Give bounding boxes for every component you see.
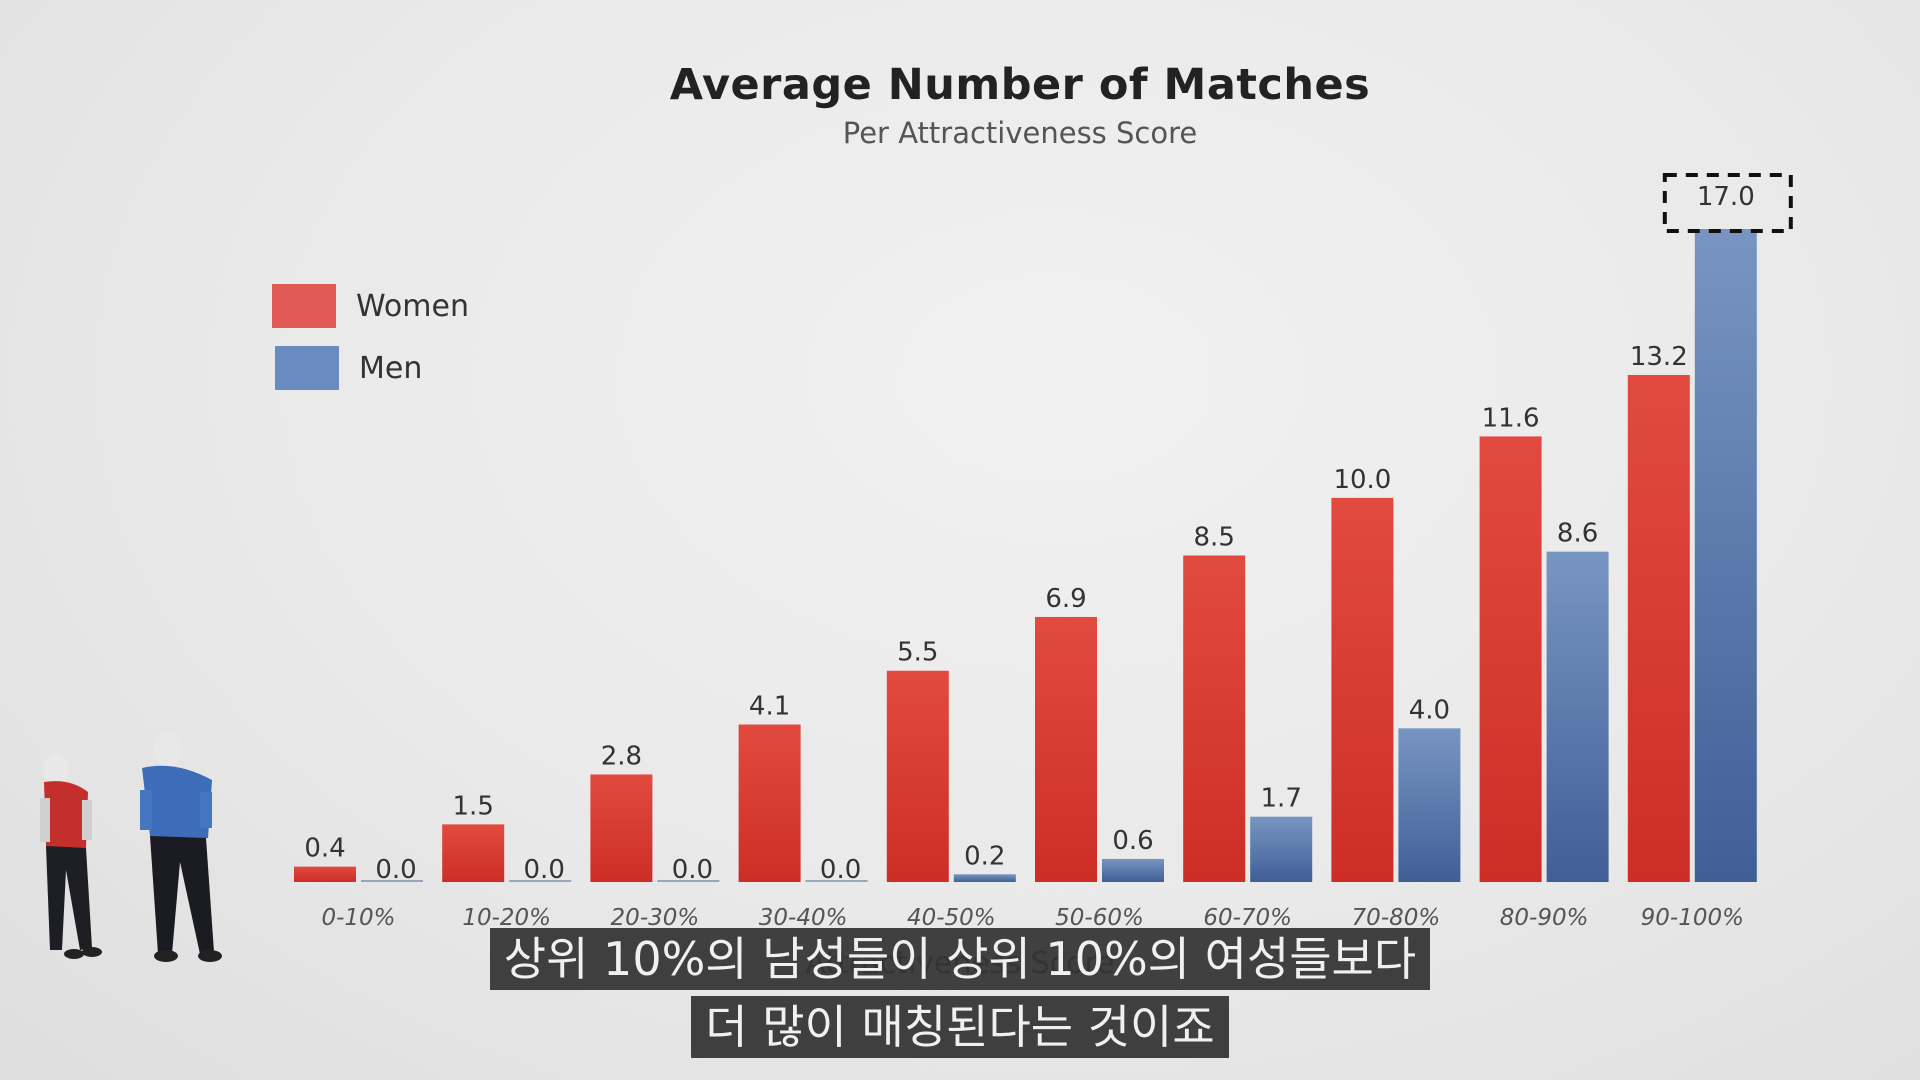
bar-men-0-10%: [361, 880, 423, 882]
value-label-men-20-30%: 0.0: [672, 855, 713, 885]
bar-men-20-30%: [657, 880, 720, 882]
bar-men-50-60%: [1102, 858, 1164, 882]
bar-men-60-70%: [1250, 816, 1313, 882]
bar-women-40-50%: [886, 670, 949, 882]
value-label-women-30-40%: 4.1: [749, 692, 790, 722]
legend-item-women: Women: [272, 284, 469, 328]
value-label-men-30-40%: 0.0: [820, 855, 861, 885]
highlight-box: [1662, 173, 1793, 233]
legend-label-women: Women: [356, 288, 469, 324]
x-tick-label-70-80%: 70-80%: [1352, 905, 1441, 931]
value-label-women-40-50%: 5.5: [897, 638, 938, 668]
bar-women-30-40%: [738, 724, 801, 882]
value-label-men-0-10%: 0.0: [375, 855, 416, 885]
value-label-women-60-70%: 8.5: [1194, 523, 1235, 553]
value-label-women-50-60%: 6.9: [1045, 584, 1086, 614]
woman-figure-icon: [40, 753, 102, 959]
bar-men-90-100%: [1694, 229, 1757, 882]
x-tick-label-60-70%: 60-70%: [1203, 905, 1292, 931]
value-labels-group: 0.4 0.0 1.5 0.0 2.8 0.0 4.1 0.0 5.5 0.2 6.9 0.6 8.5 1…: [304, 173, 1793, 885]
chart-subtitle: Per Attractiveness Score: [842, 116, 1198, 150]
x-tick-label-50-60%: 50-60%: [1055, 905, 1144, 931]
value-label-men-60-70%: 1.7: [1261, 784, 1302, 814]
value-label-women-10-20%: 1.5: [453, 791, 494, 821]
value-label-men-50-60%: 0.6: [1112, 826, 1153, 856]
caption-line-2: 더 많이 매칭된다는 것이죠: [691, 996, 1229, 1058]
chart-title: Average Number of Matches: [669, 60, 1371, 110]
bar-women-0-10%: [294, 866, 356, 882]
bar-women-50-60%: [1035, 616, 1097, 882]
subtitle-captions: 상위 10%의 남성들이 상위 10%의 여성들보다 더 많이 매칭된다는 것이…: [0, 928, 1920, 1064]
x-tick-label-90-100%: 90-100%: [1641, 905, 1744, 931]
bar-women-80-90%: [1479, 436, 1542, 882]
x-tick-labels-group: 0-10% 10-20% 20-30% 30-40% 40-50% 50-60% 60-70…: [321, 905, 1743, 931]
bar-women-60-70%: [1183, 555, 1246, 882]
value-label-women-80-90%: 11.6: [1482, 403, 1540, 433]
bar-women-90-100%: [1627, 374, 1690, 882]
man-figure-icon: [140, 732, 222, 962]
bar-men-30-40%: [805, 880, 868, 882]
legend-swatch-men: [275, 346, 339, 390]
value-label-women-0-10%: 0.4: [304, 834, 345, 864]
value-label-men-70-80%: 4.0: [1409, 695, 1450, 725]
x-tick-label-20-30%: 20-30%: [611, 905, 700, 931]
value-label-women-20-30%: 2.8: [601, 741, 642, 771]
bar-women-70-80%: [1331, 497, 1394, 882]
value-label-women-70-80%: 10.0: [1333, 465, 1391, 495]
x-tick-label-0-10%: 0-10%: [321, 905, 395, 931]
x-tick-label-30-40%: 30-40%: [759, 905, 848, 931]
legend-item-men: Men: [275, 346, 422, 390]
caption-line-1: 상위 10%의 남성들이 상위 10%의 여성들보다: [489, 928, 1431, 990]
value-label-men-10-20%: 0.0: [524, 855, 565, 885]
legend-swatch-women: [272, 284, 336, 328]
bars-group: [294, 229, 1757, 882]
value-label-women-90-100%: 13.2: [1630, 342, 1688, 372]
bar-women-20-30%: [590, 774, 653, 882]
x-tick-label-40-50%: 40-50%: [907, 905, 996, 931]
bar-men-80-90%: [1546, 551, 1609, 882]
x-tick-label-10-20%: 10-20%: [462, 905, 551, 931]
value-label-men-40-50%: 0.2: [964, 841, 1005, 871]
figures-illustration: [40, 732, 222, 962]
legend-label-men: Men: [359, 350, 423, 386]
value-label-men-90-100%: 17.0: [1697, 182, 1755, 212]
bar-men-40-50%: [953, 874, 1016, 882]
value-label-men-80-90%: 8.6: [1557, 519, 1598, 549]
bar-men-10-20%: [509, 880, 572, 882]
bar-women-10-20%: [442, 824, 505, 882]
bar-men-70-80%: [1398, 728, 1461, 882]
x-tick-label-80-90%: 80-90%: [1500, 905, 1589, 931]
